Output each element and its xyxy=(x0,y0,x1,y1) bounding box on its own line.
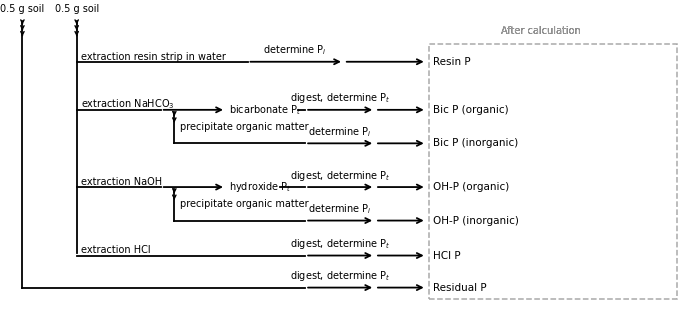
Text: 0.5 g soil: 0.5 g soil xyxy=(0,4,45,14)
Text: extraction resin strip in water: extraction resin strip in water xyxy=(81,51,225,61)
Text: Residual P: Residual P xyxy=(433,283,486,293)
Bar xyxy=(429,44,677,299)
Text: Resin P: Resin P xyxy=(433,57,471,67)
Text: determine P$_i$: determine P$_i$ xyxy=(263,44,327,57)
Text: OH-P (inorganic): OH-P (inorganic) xyxy=(433,215,519,226)
Text: extraction NaOH: extraction NaOH xyxy=(81,177,162,187)
Text: hydroxide P$_t$: hydroxide P$_t$ xyxy=(229,180,292,194)
Text: HCl P: HCl P xyxy=(433,250,460,260)
Text: After calculation: After calculation xyxy=(501,26,581,36)
Text: determine P$_i$: determine P$_i$ xyxy=(308,125,372,139)
Text: Bic P (organic): Bic P (organic) xyxy=(433,105,508,115)
Text: After calculation: After calculation xyxy=(501,26,581,36)
Text: precipitate organic matter: precipitate organic matter xyxy=(179,122,308,131)
Text: digest, determine P$_t$: digest, determine P$_t$ xyxy=(290,169,390,183)
Text: Bic P (inorganic): Bic P (inorganic) xyxy=(433,138,518,148)
Text: 0.5 g soil: 0.5 g soil xyxy=(55,4,99,14)
Text: digest, determine P$_t$: digest, determine P$_t$ xyxy=(290,237,390,251)
Text: digest, determine P$_t$: digest, determine P$_t$ xyxy=(290,91,390,105)
Text: precipitate organic matter: precipitate organic matter xyxy=(179,199,308,209)
Text: bicarbonate P$_t$: bicarbonate P$_t$ xyxy=(229,103,301,117)
Text: determine P$_i$: determine P$_i$ xyxy=(308,202,372,216)
Text: extraction NaHCO$_3$: extraction NaHCO$_3$ xyxy=(81,98,175,112)
Text: extraction HCl: extraction HCl xyxy=(81,245,151,255)
Text: digest, determine P$_t$: digest, determine P$_t$ xyxy=(290,269,390,283)
Text: OH-P (organic): OH-P (organic) xyxy=(433,182,509,192)
